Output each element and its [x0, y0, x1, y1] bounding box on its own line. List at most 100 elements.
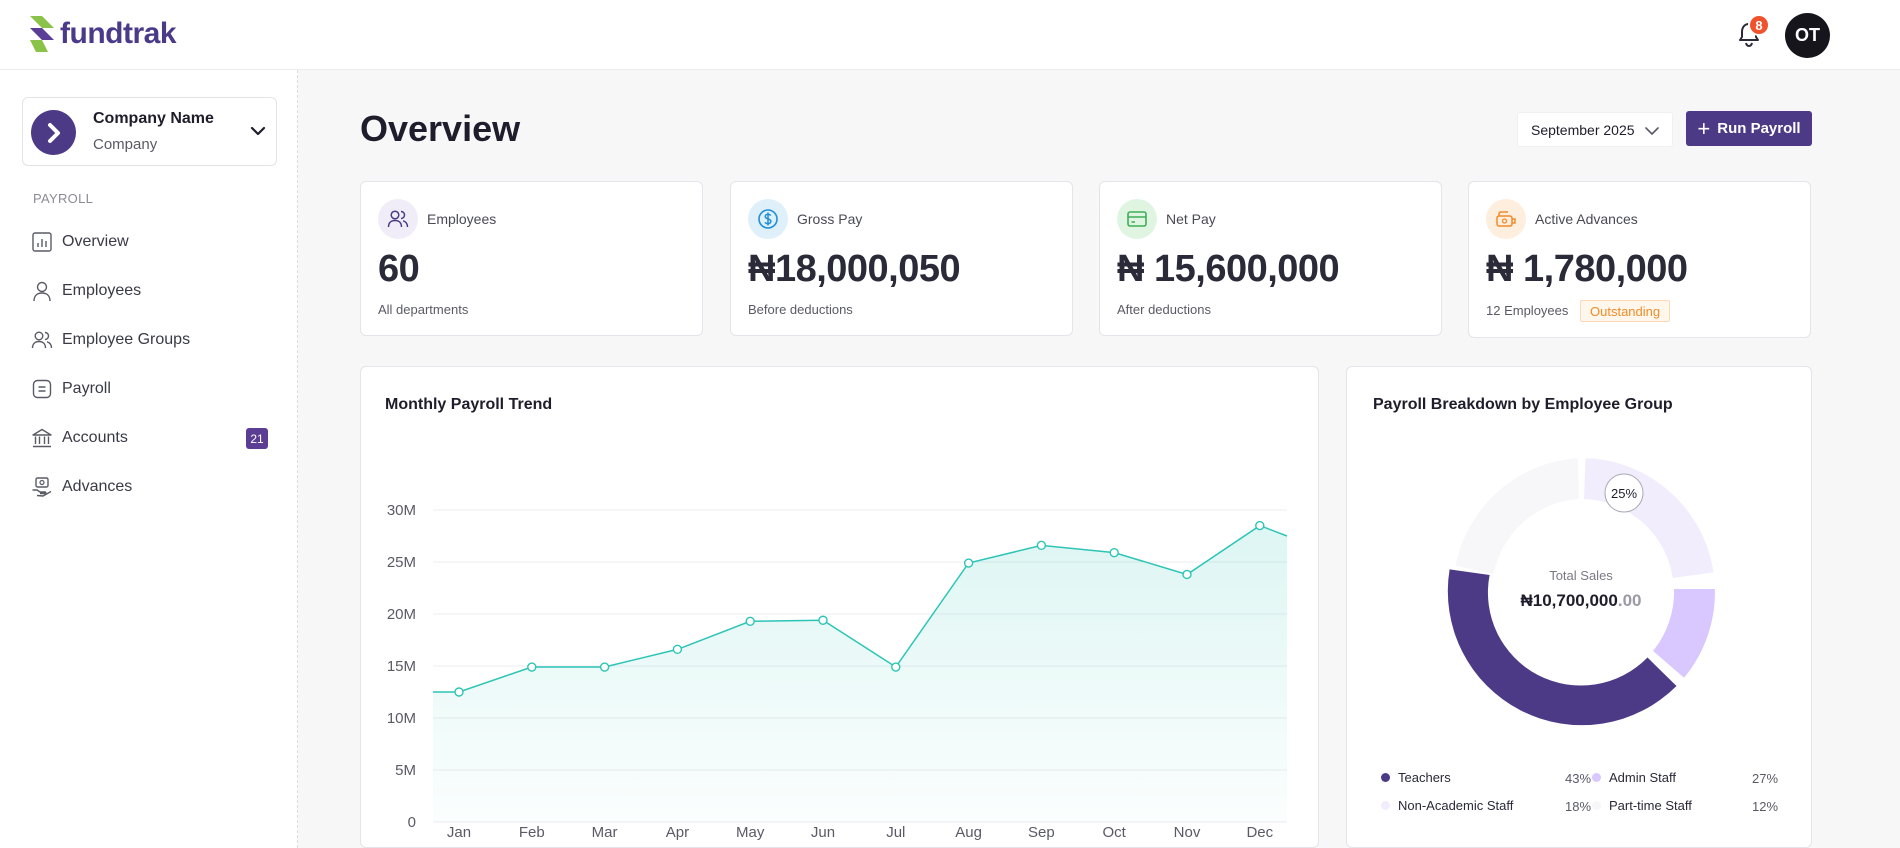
plus-icon: + — [1697, 115, 1711, 141]
legend-item-part-time-staff: Part-time Staff — [1592, 798, 1692, 813]
x-tick-label: Jun — [811, 824, 835, 841]
legend-item-admin-staff: Admin Staff — [1592, 770, 1676, 785]
y-tick-label: 10M — [387, 710, 416, 727]
advance-icon — [30, 475, 54, 499]
y-tick-label: 25M — [387, 554, 416, 571]
company-switcher[interactable]: Company Name Company — [22, 97, 277, 166]
legend-percent: 27% — [1752, 771, 1779, 786]
sidebar-item-advances[interactable]: Advances — [30, 469, 280, 505]
outstanding-badge: Outstanding — [1580, 300, 1671, 322]
payroll-trend-chart: 0 5M 10M 15M 20M 25M 30M Jan Feb Mar Apr May Jun Jul… — [387, 502, 1288, 841]
run-payroll-label: Run Payroll — [1717, 120, 1801, 137]
run-payroll-button[interactable]: + Run Payroll — [1686, 111, 1812, 146]
x-tick-label: Feb — [519, 824, 545, 841]
x-tick-label: Apr — [666, 824, 689, 841]
chevron-down-icon — [1645, 127, 1659, 135]
stat-card-employees: Employees 60 All departments — [360, 181, 703, 336]
company-type: Company — [93, 136, 158, 153]
legend-dot — [1381, 773, 1390, 782]
donut-slice-non-academic-staff — [1584, 458, 1714, 578]
breakdown-donut-chart — [1447, 458, 1715, 726]
payroll-trend-panel: Monthly Payroll Trend 0 5M 10M 15M 20M 25M 30M… — [360, 366, 1319, 848]
donut-slice-admin-staff — [1653, 589, 1715, 678]
chevron-right-icon — [47, 122, 60, 143]
bank-icon — [30, 426, 54, 450]
brand-logo[interactable]: fundtrak — [28, 14, 177, 54]
card-subtext: After deductions — [1117, 302, 1211, 317]
x-tick-label: May — [736, 824, 765, 841]
sidebar-item-label: Employee Groups — [62, 331, 191, 348]
logo-icon — [30, 16, 54, 52]
donut-center-value-decimal: .00 — [1617, 591, 1642, 610]
sidebar-item-label: Employees — [62, 282, 142, 299]
stat-card-active-advances: Active Advances ₦ 1,780,000 12 Employees… — [1468, 181, 1811, 338]
legend-label: Part-time Staff — [1609, 798, 1692, 813]
trend-area — [433, 525, 1287, 822]
data-point — [1255, 520, 1265, 531]
legend-percent: 18% — [1565, 799, 1592, 814]
panel-title: Payroll Breakdown by Employee Group — [1373, 396, 1673, 413]
y-tick-label: 20M — [387, 606, 416, 623]
x-tick-label: Jan — [447, 824, 471, 841]
top-bar: fundtrak 8 OT — [0, 0, 1900, 70]
data-point — [745, 616, 755, 626]
stat-card-gross-pay: Gross Pay ₦18,000,050 Before deductions — [730, 181, 1073, 336]
x-tick-label: Mar — [592, 824, 618, 841]
card-value: ₦ 1,780,000 — [1486, 248, 1688, 290]
y-tick-label: 30M — [387, 502, 416, 519]
card-label: Gross Pay — [797, 211, 863, 227]
sidebar-item-overview[interactable]: Overview — [30, 224, 280, 260]
sidebar-item-label: Overview — [62, 233, 129, 250]
x-tick-label: Jul — [886, 824, 905, 841]
sidebar-item-label: Payroll — [62, 380, 111, 397]
donut-center-value: ₦10,700,000.00 — [1451, 591, 1711, 611]
sidebar-item-label: Accounts — [62, 429, 128, 446]
sidebar-item-employees[interactable]: Employees — [30, 273, 280, 309]
trend-line — [433, 524, 1288, 693]
x-tick-label: Oct — [1103, 824, 1127, 841]
section-label-payroll: PAYROLL — [33, 191, 94, 206]
sidebar-item-employee-groups[interactable]: Employee Groups — [30, 322, 280, 358]
donut-callout-label: 25% — [1610, 486, 1638, 501]
legend-label: Teachers — [1398, 770, 1451, 785]
payroll-breakdown-panel: Payroll Breakdown by Employee Group 25% … — [1346, 366, 1812, 848]
users-icon — [378, 199, 418, 239]
card-label: Active Advances — [1535, 211, 1638, 227]
legend-dot — [1592, 773, 1601, 782]
donut-slice-teachers — [1447, 569, 1677, 726]
user-avatar[interactable]: OT — [1785, 13, 1830, 58]
sidebar-item-accounts[interactable]: Accounts 21 — [30, 420, 280, 456]
donut-callout — [1604, 473, 1644, 513]
panel-title: Monthly Payroll Trend — [385, 396, 553, 413]
y-tick-label: 5M — [395, 762, 416, 779]
legend-label: Non-Academic Staff — [1398, 798, 1514, 813]
users-icon — [30, 328, 54, 352]
legend-item-teachers: Teachers — [1381, 770, 1451, 785]
data-point — [818, 615, 828, 625]
card-label: Employees — [427, 211, 497, 227]
chevron-down-icon[interactable] — [249, 122, 267, 140]
stat-card-net-pay: Net Pay ₦ 15,600,000 After deductions — [1099, 181, 1442, 336]
x-tick-label: Dec — [1246, 824, 1273, 841]
data-point — [672, 644, 683, 655]
sidebar-item-payroll[interactable]: Payroll — [30, 371, 280, 407]
legend-item-non-academic-staff: Non-Academic Staff — [1381, 798, 1513, 813]
data-point — [599, 662, 610, 672]
notification-count-badge: 8 — [1748, 14, 1770, 36]
user-icon — [30, 279, 54, 303]
data-point — [1109, 547, 1119, 558]
data-point — [454, 687, 464, 697]
card-value: 60 — [378, 248, 420, 290]
month-select[interactable]: September 2025 — [1517, 112, 1673, 147]
legend-percent: 12% — [1752, 799, 1779, 814]
chart-icon — [30, 230, 54, 254]
card-subtext: All departments — [378, 302, 469, 317]
card-label: Net Pay — [1166, 211, 1216, 227]
legend-percent: 43% — [1565, 771, 1592, 786]
x-tick-label: Aug — [955, 824, 982, 841]
donut-center-label: Total Sales — [1549, 568, 1613, 583]
accounts-count-badge: 21 — [246, 428, 268, 449]
card-subtext: Before deductions — [748, 302, 853, 317]
company-logo — [31, 110, 76, 155]
card-subtext: 12 Employees — [1486, 303, 1569, 318]
